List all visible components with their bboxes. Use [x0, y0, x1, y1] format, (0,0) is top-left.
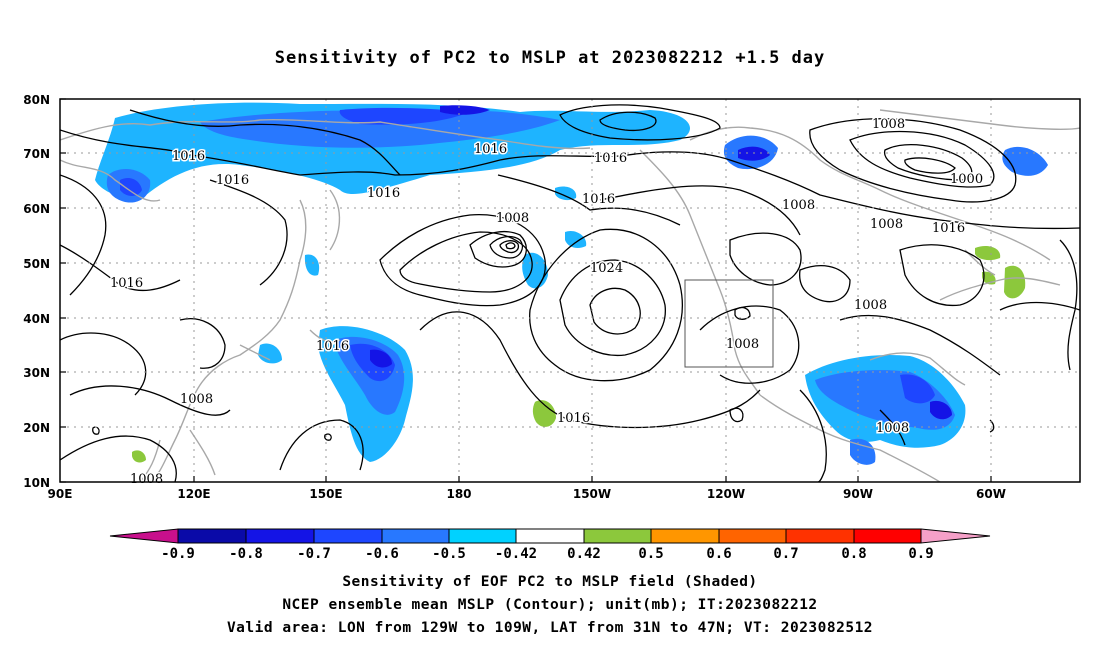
lon-label: 90W: [843, 487, 873, 501]
contour-label: 1024: [590, 261, 623, 276]
colorbar-bin: [718, 528, 787, 544]
colorbar-label: -0.8: [229, 546, 263, 562]
shaded-positive-regions: [132, 246, 1026, 463]
contour-label: 1016: [582, 192, 615, 207]
contour-label: 1016: [474, 142, 507, 157]
colorbar: [109, 528, 991, 544]
lon-label: 180: [446, 487, 471, 501]
map-title: Sensitivity of PC2 to MSLP at 2023082212…: [274, 48, 826, 68]
lat-label: 10N: [23, 476, 50, 490]
colorbar-bin: [313, 528, 383, 544]
contour-label: 1008: [854, 298, 887, 313]
shaded-negative-regions: [95, 102, 1048, 465]
lon-label: 120E: [177, 487, 210, 501]
contour-label: 1016: [216, 173, 249, 188]
contour-label: 1016: [557, 411, 590, 426]
colorbar-label: 0.9: [908, 546, 933, 562]
colorbar-label: 0.7: [773, 546, 798, 562]
colorbar-label: 0.5: [638, 546, 663, 562]
colorbar-label: 0.8: [841, 546, 866, 562]
shade-positive-pacific: [532, 400, 556, 427]
colorbar-label: -0.9: [161, 546, 195, 562]
tick-marks: [60, 98, 992, 483]
shade-small-blob-4: [555, 186, 577, 201]
contour-label: 1008: [872, 117, 905, 132]
colorbar-bin: [381, 528, 450, 544]
colorbar-bin: [650, 528, 720, 544]
lon-label: 60W: [976, 487, 1006, 501]
contour-label: 1008: [496, 211, 529, 226]
colorbar-lower-arrow: [109, 528, 179, 544]
contour-label: 1016: [172, 149, 205, 164]
contour-labels: 1016 1016 1016 1016 1016 1016 1016 1016 …: [109, 116, 985, 489]
caption-contour: NCEP ensemble mean MSLP (Contour); unit(…: [282, 597, 818, 613]
lat-label: 20N: [23, 421, 50, 435]
colorbar-label: -0.5: [432, 546, 466, 562]
lon-label: 90E: [48, 487, 73, 501]
colorbar-bin: [515, 528, 585, 544]
contour-label: 1000: [950, 172, 983, 187]
shade-positive-asia: [132, 450, 146, 463]
lat-label: 80N: [23, 93, 50, 107]
colorbar-upper-arrow: [920, 528, 991, 544]
colorbar-label: -0.6: [365, 546, 399, 562]
colorbar-bin: [245, 528, 315, 544]
colorbar-label: -0.7: [297, 546, 331, 562]
contour-label: 1016: [367, 186, 400, 201]
lat-label: 60N: [23, 202, 50, 216]
shade-small-blob-6: [304, 254, 320, 276]
shade-small-blob-5: [850, 438, 876, 465]
caption-valid-area: Valid area: LON from 129W to 109W, LAT f…: [226, 620, 874, 636]
colorbar-bin: [853, 528, 922, 544]
contour-label: 1008: [876, 421, 909, 436]
contour-label: 1016: [110, 276, 143, 291]
contour-label: 1008: [130, 472, 163, 487]
contour-label: 1008: [870, 217, 903, 232]
contour-label: 1016: [594, 151, 627, 166]
contour-label: 1008: [782, 198, 815, 213]
mslp-contours: [60, 104, 1080, 482]
caption-shaded: Sensitivity of EOF PC2 to MSLP field (Sh…: [342, 574, 758, 590]
colorbar-label: 0.6: [706, 546, 731, 562]
shade-small-blob-3: [565, 230, 587, 248]
lat-label: 70N: [23, 147, 50, 161]
contour-label: 1008: [180, 392, 213, 407]
map-frame: [59, 98, 1081, 483]
colorbar-bin: [448, 528, 517, 544]
lon-label: 120W: [707, 487, 745, 501]
colorbar-label: -0.42: [495, 546, 537, 562]
colorbar-bin: [177, 528, 247, 544]
shade-positive-canada-1: [975, 246, 1001, 261]
lat-label: 40N: [23, 312, 50, 326]
contour-label: 1016: [316, 339, 349, 354]
lon-label: 150W: [573, 487, 611, 501]
lon-label: 150E: [309, 487, 342, 501]
contour-label: 1016: [932, 221, 965, 236]
shade-positive-canada-2: [1004, 265, 1026, 299]
contour-label: 1008: [726, 337, 759, 352]
valid-area-box: [684, 279, 774, 368]
colorbar-bin: [583, 528, 652, 544]
lat-label: 50N: [23, 257, 50, 271]
shade-small-blob-1: [258, 343, 282, 364]
colorbar-bin: [785, 528, 855, 544]
gridlines: [60, 99, 1080, 482]
lat-label: 30N: [23, 366, 50, 380]
colorbar-label: 0.42: [567, 546, 601, 562]
